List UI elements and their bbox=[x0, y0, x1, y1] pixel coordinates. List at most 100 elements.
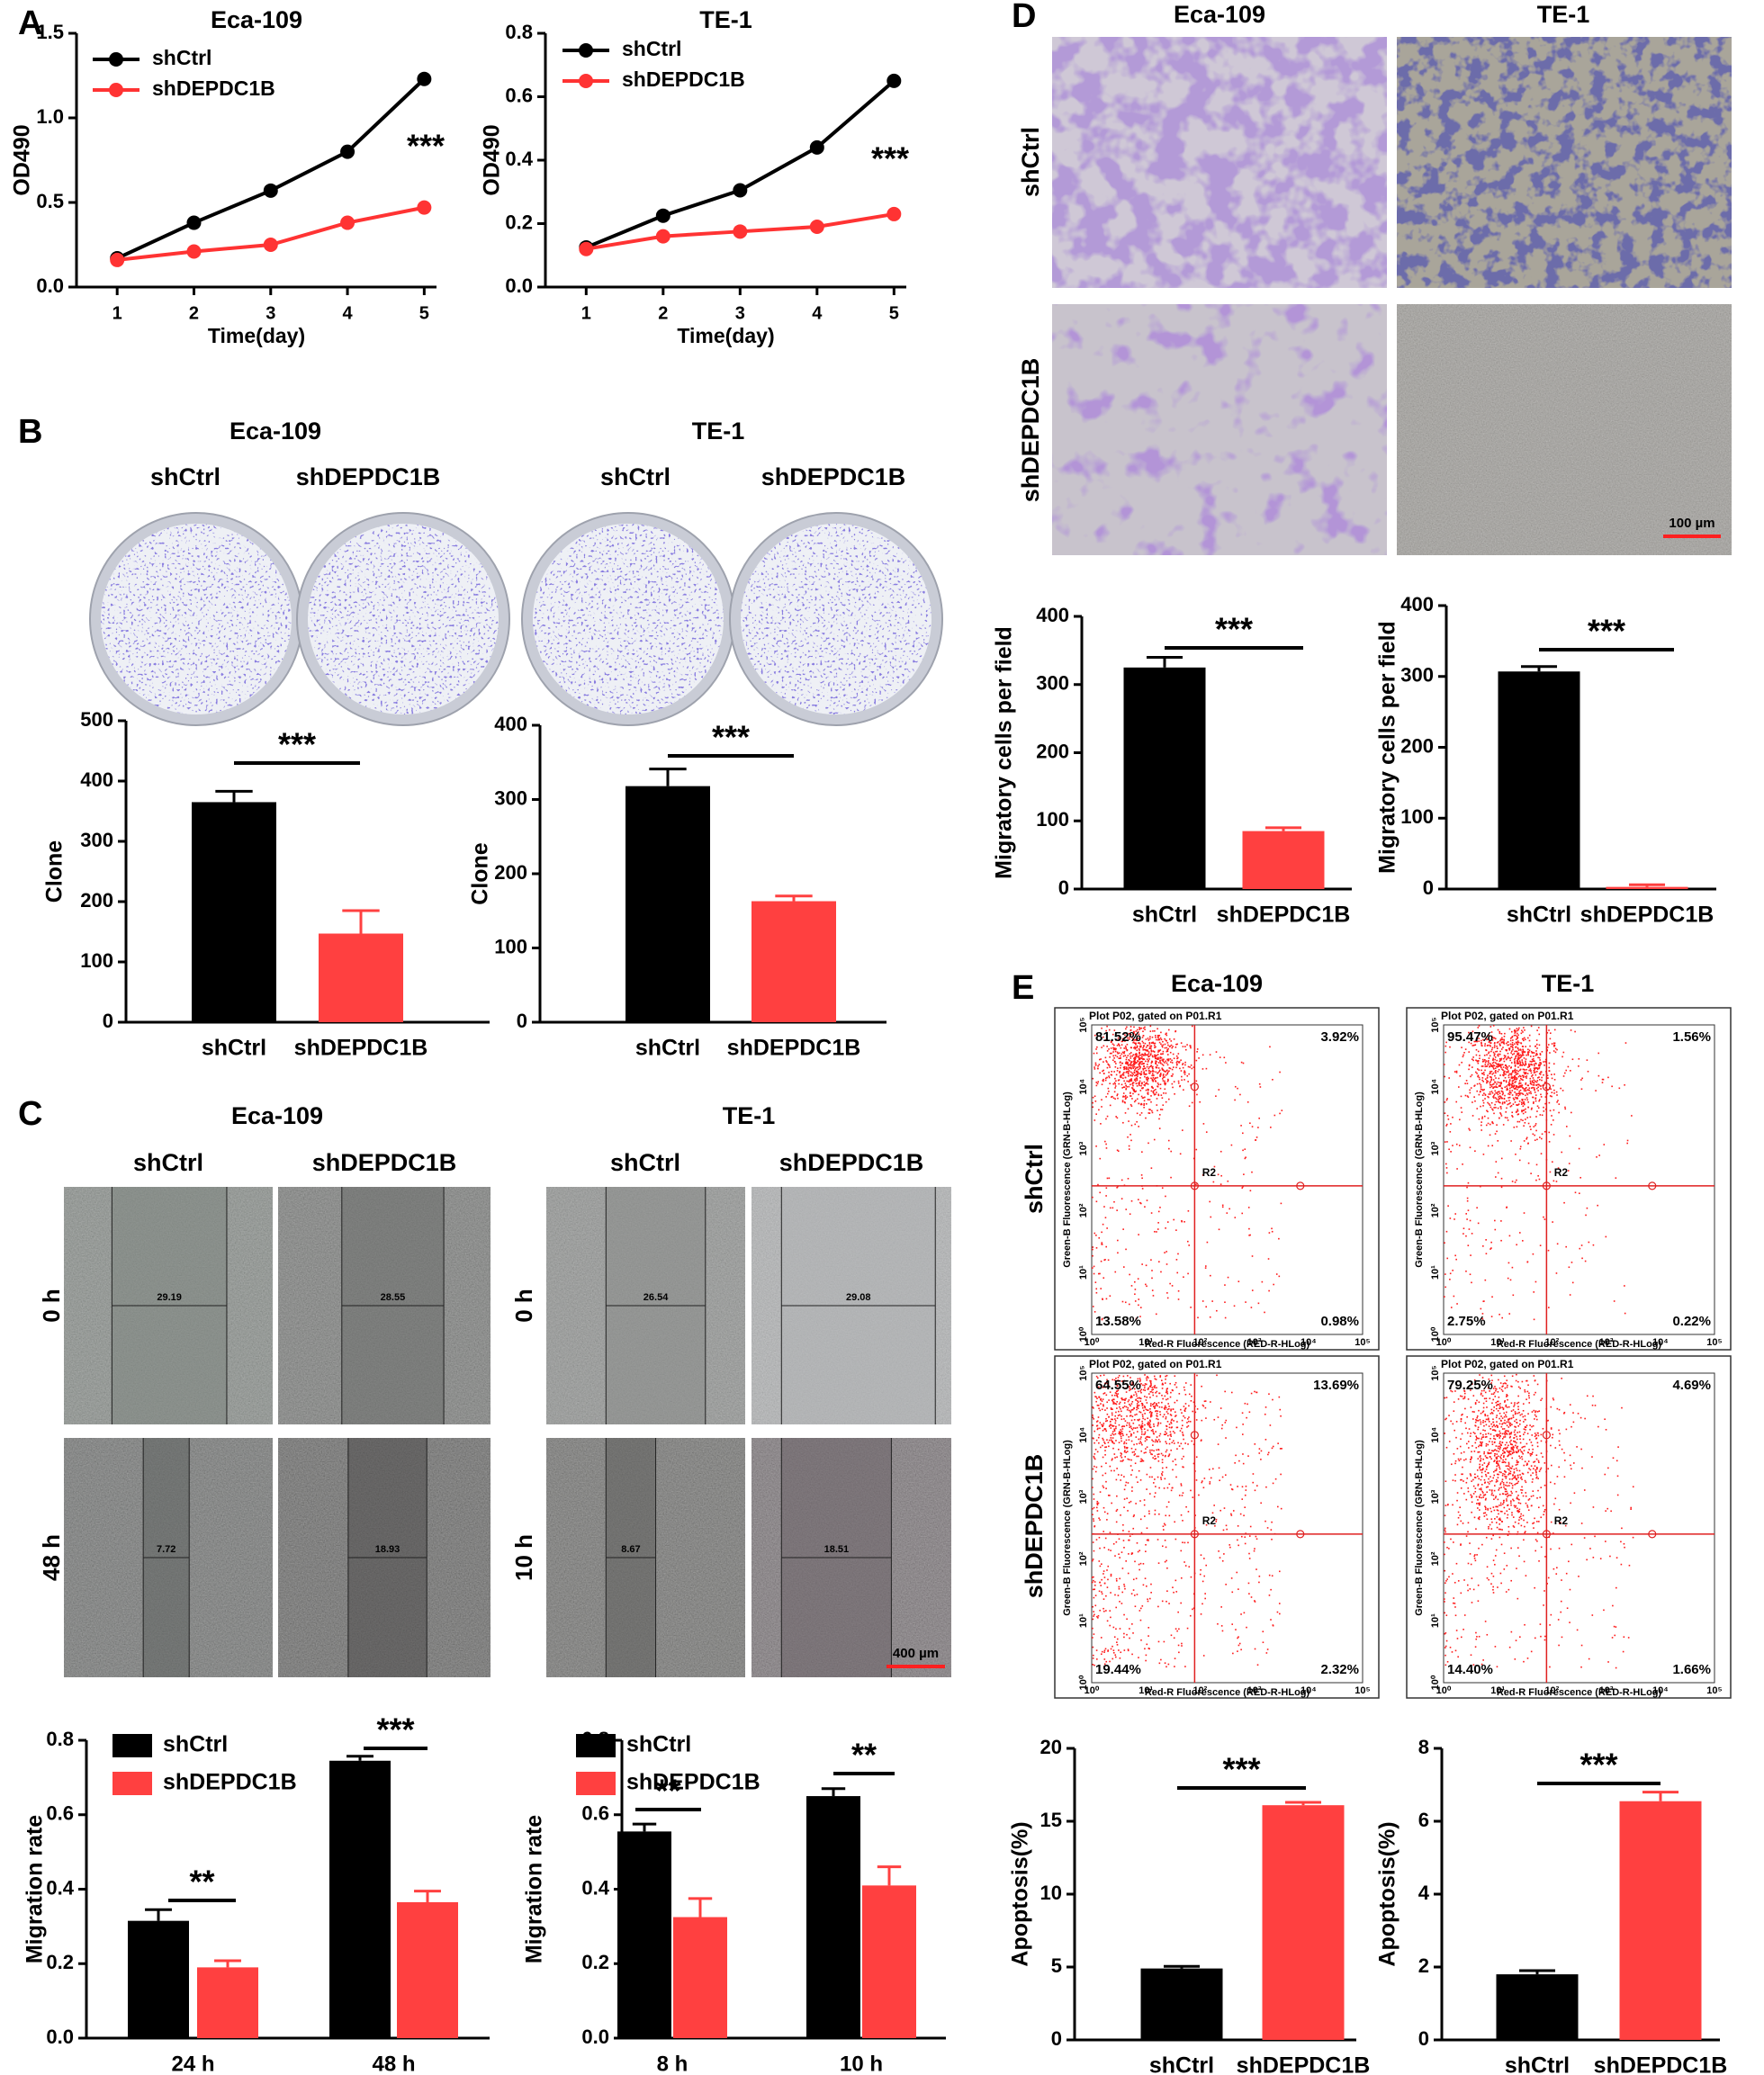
event-dot bbox=[1487, 1464, 1489, 1467]
event-dot bbox=[1120, 1425, 1123, 1428]
event-dot bbox=[1489, 1063, 1491, 1064]
event-dot bbox=[1136, 1055, 1138, 1058]
event-dot bbox=[1210, 1477, 1212, 1479]
event-dot bbox=[1485, 1037, 1488, 1039]
event-dot bbox=[1509, 1435, 1512, 1438]
event-dot bbox=[1155, 1081, 1157, 1082]
event-dot bbox=[1522, 1446, 1525, 1448]
event-dot bbox=[1529, 1068, 1532, 1070]
event-dot bbox=[1148, 1053, 1150, 1055]
event-dot bbox=[1515, 1030, 1516, 1032]
event-dot bbox=[1129, 1431, 1131, 1433]
event-dot bbox=[1143, 1071, 1145, 1073]
event-dot bbox=[1516, 1482, 1518, 1485]
event-dot bbox=[1124, 1450, 1126, 1451]
event-dot bbox=[1460, 1438, 1462, 1441]
event-dot bbox=[1517, 1511, 1519, 1514]
event-dot bbox=[1505, 1476, 1508, 1478]
event-dot bbox=[1548, 1307, 1550, 1308]
event-dot bbox=[1255, 1535, 1257, 1538]
event-dot bbox=[1516, 1442, 1517, 1444]
event-dot bbox=[1184, 1410, 1186, 1413]
event-dot bbox=[1242, 1424, 1244, 1425]
event-dot bbox=[1503, 1422, 1506, 1424]
event-dot bbox=[1156, 1228, 1159, 1230]
event-dot bbox=[1129, 1535, 1131, 1537]
event-dot bbox=[1166, 1559, 1167, 1562]
event-dot bbox=[1143, 1065, 1145, 1067]
event-dot bbox=[1461, 1046, 1462, 1048]
event-dot bbox=[1167, 1044, 1169, 1046]
event-dot bbox=[1493, 1391, 1496, 1394]
event-dot bbox=[1114, 1039, 1117, 1041]
event-dot bbox=[1115, 1577, 1118, 1580]
event-dot bbox=[1130, 1105, 1133, 1108]
event-dot bbox=[1154, 1406, 1156, 1408]
event-dot bbox=[1101, 1408, 1103, 1411]
event-dot bbox=[1504, 1461, 1507, 1464]
event-dot bbox=[1503, 1484, 1505, 1486]
event-dot bbox=[1444, 1273, 1446, 1275]
event-dot bbox=[1098, 1442, 1100, 1444]
event-dot bbox=[1465, 1498, 1468, 1501]
event-dot bbox=[1246, 1403, 1248, 1406]
event-dot bbox=[1160, 1053, 1162, 1055]
event-dot bbox=[1166, 1221, 1169, 1223]
event-dot bbox=[1192, 1607, 1195, 1610]
event-dot bbox=[1144, 1389, 1147, 1391]
event-dot bbox=[1453, 1602, 1454, 1604]
event-dot bbox=[1095, 1113, 1097, 1115]
event-dot bbox=[1486, 1080, 1488, 1082]
event-dot bbox=[1109, 1052, 1112, 1055]
event-dot bbox=[1523, 1433, 1525, 1435]
event-dot bbox=[1463, 1396, 1466, 1397]
event-dot bbox=[1108, 1385, 1111, 1388]
event-dot bbox=[1525, 1062, 1526, 1064]
event-dot bbox=[1494, 1090, 1497, 1092]
event-dot bbox=[1496, 1458, 1498, 1460]
event-dot bbox=[1141, 1082, 1143, 1084]
event-dot bbox=[1196, 1051, 1198, 1053]
event-dot bbox=[1264, 1311, 1265, 1314]
event-dot bbox=[1512, 1103, 1515, 1105]
event-dot bbox=[1250, 1307, 1253, 1308]
event-dot bbox=[1265, 1652, 1268, 1654]
event-dot bbox=[1123, 1051, 1125, 1054]
event-dot bbox=[1221, 1559, 1224, 1562]
event-dot bbox=[1162, 1053, 1164, 1055]
event-dot bbox=[1475, 1528, 1477, 1530]
event-dot bbox=[1117, 1239, 1119, 1242]
event-dot bbox=[1611, 1085, 1613, 1088]
event-dot bbox=[1140, 1391, 1142, 1394]
event-dot bbox=[1496, 1461, 1498, 1464]
event-dot bbox=[1540, 1088, 1542, 1090]
event-dot bbox=[1167, 1071, 1169, 1073]
event-dot bbox=[1484, 1059, 1486, 1061]
event-dot bbox=[1527, 1053, 1529, 1055]
event-dot bbox=[1549, 1171, 1552, 1173]
event-dot bbox=[1498, 1084, 1500, 1087]
event-dot bbox=[1487, 1415, 1489, 1417]
event-dot bbox=[1153, 1050, 1156, 1053]
event-dot bbox=[1175, 1259, 1178, 1261]
event-dot bbox=[1135, 1476, 1138, 1478]
event-dot bbox=[1491, 1145, 1494, 1146]
event-dot bbox=[1161, 1401, 1163, 1404]
event-dot bbox=[1512, 1451, 1514, 1454]
event-dot bbox=[1141, 1443, 1143, 1446]
event-dot bbox=[1110, 1469, 1112, 1472]
event-dot bbox=[1132, 1060, 1135, 1063]
event-dot bbox=[1574, 1030, 1576, 1033]
event-dot bbox=[1601, 1078, 1604, 1081]
event-dot bbox=[1518, 1431, 1521, 1433]
event-dot bbox=[1122, 1375, 1125, 1378]
event-dot bbox=[1159, 1414, 1162, 1415]
event-dot bbox=[1148, 1070, 1150, 1072]
event-dot bbox=[1508, 1091, 1511, 1094]
event-dot bbox=[1526, 1073, 1529, 1074]
event-dot bbox=[1135, 1053, 1137, 1055]
event-dot bbox=[1522, 1079, 1524, 1082]
event-dot bbox=[1106, 1413, 1109, 1415]
event-dot bbox=[1510, 1030, 1513, 1033]
event-dot bbox=[1131, 1381, 1134, 1384]
